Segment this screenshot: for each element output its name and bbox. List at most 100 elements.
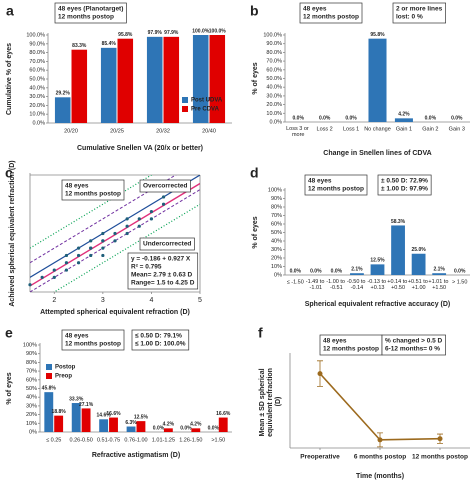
value-label: 95.8%	[370, 32, 385, 38]
value-label: 0.0%	[310, 268, 322, 274]
annotation: lost: 0 %	[396, 14, 423, 21]
x-tick-label: No change	[364, 126, 391, 132]
note-box	[61, 179, 125, 201]
point	[161, 195, 166, 199]
x-tick-label: 0.26-0.50	[70, 437, 93, 443]
value-label: 4.2%	[398, 112, 410, 118]
annotation: ± 0.50 D: 72.9%	[381, 178, 428, 185]
annotation: 48 eyes	[65, 183, 89, 190]
bar	[368, 38, 387, 122]
value-label: 25.0%	[412, 247, 427, 253]
y-tick-label: 20%	[26, 412, 37, 418]
x-tick-label: +0.51 to +1.00	[408, 279, 430, 291]
point	[377, 437, 383, 443]
x-axis-label: Cumulative Snellen VA (20/x or better)	[77, 145, 203, 152]
y-tick-label: 0.0%	[269, 119, 282, 125]
value-label: 33.3%	[69, 396, 84, 402]
y-tick-label: 80%	[271, 204, 282, 210]
point	[64, 253, 69, 258]
annotation: 48 eyes	[323, 338, 347, 345]
point	[101, 231, 105, 236]
text-line: -1.49 to	[306, 279, 326, 285]
value-label: 0.0%	[153, 425, 165, 431]
panel-letter: e	[5, 325, 13, 341]
text-line: +0.51 to	[408, 279, 430, 285]
note-box	[299, 2, 363, 24]
value-label: 0.0%	[208, 425, 220, 431]
value-label: 95.8%	[118, 32, 133, 38]
x-tick-label: -0.13 to +0.13	[367, 279, 387, 291]
y-axis-label: % of eyes	[252, 216, 259, 248]
text-line: +1.00	[412, 285, 426, 291]
y-tick-label: 90%	[26, 351, 37, 357]
bar	[100, 47, 117, 123]
x-axis-label: Attempted spherical equivalent refractio…	[40, 309, 190, 316]
y-tick-label: 10.0%	[29, 112, 45, 118]
note-box	[54, 2, 127, 24]
x-axis-label: Spherical equivalent refractive accuracy…	[305, 301, 451, 308]
bar	[163, 36, 180, 123]
y-tick-label: 50%	[271, 230, 282, 236]
annotation: 48 eyes	[65, 333, 89, 340]
x-tick-label: 4	[149, 297, 153, 304]
x-tick-label: 12 months postop	[412, 454, 468, 461]
value-label: 45.8%	[42, 385, 57, 391]
note-box	[139, 237, 195, 251]
value-label: 58.3%	[391, 219, 406, 225]
y-tick-label: 90.0%	[266, 41, 282, 47]
value-label: 0.0%	[451, 115, 463, 121]
annotation: ± 1.00 D: 97.9%	[381, 186, 428, 193]
value-label: 18.8%	[52, 409, 67, 415]
annotation: 48 eyes (Planotarget)	[58, 6, 123, 13]
legend-swatch	[182, 106, 188, 112]
annotation: 48 eyes	[308, 178, 332, 185]
y-tick-label: 100.0%	[26, 32, 45, 38]
y-tick-label: 40.0%	[29, 85, 45, 91]
point	[317, 371, 323, 377]
x-tick-label: -1.00 to -0.51	[326, 279, 346, 291]
value-label: 0.0%	[454, 268, 466, 274]
bar	[126, 426, 136, 432]
y-tick-label: 0%	[274, 272, 282, 278]
x-tick-label: Loss 1	[343, 126, 359, 132]
y-tick-label: 70%	[271, 213, 282, 219]
x-tick-label: 5	[198, 297, 202, 304]
bar	[411, 253, 426, 275]
bar	[350, 273, 364, 275]
x-tick-label: 2	[52, 297, 56, 304]
text-line: +0.13	[371, 285, 385, 291]
point	[137, 224, 141, 228]
panel-letter: b	[250, 3, 259, 19]
x-tick-label: >1.50	[211, 437, 225, 443]
value-label: 16.6%	[106, 411, 121, 417]
annotation: 48 eyes	[303, 6, 327, 13]
annotation: Mean= 2.79 ± 0.63 D	[131, 272, 193, 279]
x-tick-label: 6 months postop	[354, 454, 406, 461]
point	[89, 253, 93, 258]
point	[161, 202, 166, 206]
x-tick-label: 20/20	[64, 128, 78, 134]
annotation: 12 months postop	[323, 346, 379, 353]
y-tick-label: 0.0%	[32, 120, 45, 126]
y-tick-label: 50.0%	[266, 76, 282, 82]
note-box	[139, 179, 191, 193]
text-line: -0.50 to	[347, 279, 367, 285]
y-tick-label: 30.0%	[29, 94, 45, 100]
value-label: 100.0%	[209, 28, 227, 34]
point	[101, 246, 105, 250]
y-tick-label: 40.0%	[266, 85, 282, 91]
panel-letter: c	[5, 165, 13, 181]
y-tick-label: 60.0%	[29, 68, 45, 74]
y-axis-label: % of eyes	[6, 372, 13, 404]
bar	[136, 421, 146, 432]
x-axis-label: Refractive astigmatism (D)	[92, 452, 180, 459]
point	[125, 231, 129, 236]
point	[40, 275, 44, 279]
y-axis-label: % of eyes	[252, 62, 259, 94]
x-tick-label: Gain 2	[422, 126, 438, 132]
text-line: +1.50	[432, 285, 446, 291]
legend-swatch	[46, 364, 52, 370]
bar	[81, 408, 91, 432]
text-line: +0.50	[391, 285, 405, 291]
value-label: 83.3%	[72, 43, 87, 49]
